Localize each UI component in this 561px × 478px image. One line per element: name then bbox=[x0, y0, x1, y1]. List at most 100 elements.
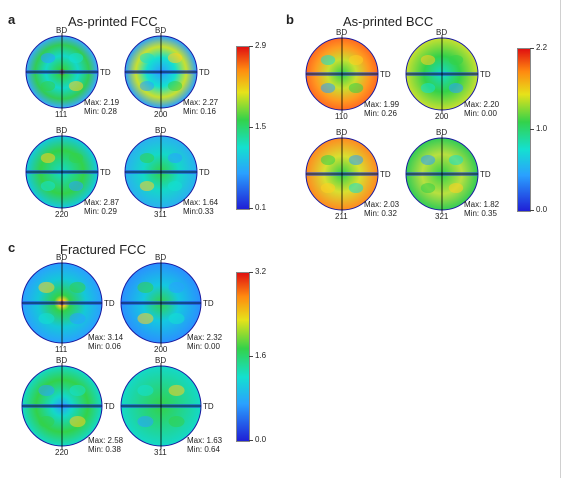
min-value: Min: 0.28 bbox=[84, 107, 117, 116]
texture-lobe bbox=[320, 54, 336, 66]
min-value: Min:0.33 bbox=[183, 207, 214, 216]
min-value: Min: 0.16 bbox=[183, 107, 216, 116]
texture-lobe bbox=[38, 281, 55, 294]
colorbar-tick bbox=[249, 46, 253, 47]
texture-lobe bbox=[40, 180, 56, 192]
colorbar-tick bbox=[530, 210, 534, 211]
colorbar-tick bbox=[530, 129, 534, 130]
bd-label: BD bbox=[56, 356, 68, 365]
pole-family-label: 321 bbox=[435, 212, 449, 221]
texture-lobe bbox=[40, 80, 56, 92]
texture-lobe bbox=[420, 154, 436, 166]
bd-label: BD bbox=[56, 26, 68, 35]
texture-lobe bbox=[139, 152, 155, 164]
bd-label: BD bbox=[336, 28, 348, 37]
texture-lobe bbox=[448, 54, 464, 66]
texture-lobe bbox=[68, 180, 84, 192]
texture-lobe bbox=[69, 384, 86, 397]
texture-lobe bbox=[137, 384, 154, 397]
texture-lobe bbox=[40, 52, 56, 64]
bd-label: BD bbox=[155, 126, 167, 135]
panel-title: Fractured FCC bbox=[60, 242, 146, 257]
pole-figure-200 bbox=[121, 32, 201, 117]
td-label: TD bbox=[104, 402, 115, 411]
texture-lobe bbox=[348, 182, 364, 194]
pole-family-label: 110 bbox=[335, 112, 348, 121]
pole-figure-220 bbox=[18, 362, 106, 455]
pole-figure-311 bbox=[121, 132, 201, 217]
texture-lobe bbox=[420, 82, 436, 94]
colorbar-tick bbox=[530, 48, 534, 49]
max-value: Max: 2.03 bbox=[364, 200, 400, 209]
panel-letter: b bbox=[286, 12, 294, 27]
bd-label: BD bbox=[56, 253, 68, 262]
max-value: Max: 2.32 bbox=[187, 333, 223, 342]
texture-lobe bbox=[168, 415, 185, 428]
texture-lobe bbox=[320, 82, 336, 94]
colorbar-tick bbox=[249, 272, 253, 273]
texture-lobe bbox=[320, 182, 336, 194]
texture-lobe bbox=[69, 415, 86, 428]
pole-figure-211 bbox=[302, 134, 382, 219]
max-value: Max: 1.64 bbox=[183, 198, 219, 207]
pole-family-label: 311 bbox=[154, 210, 167, 219]
max-value: Max: 3.14 bbox=[88, 333, 124, 342]
colorbar-tick bbox=[249, 208, 253, 209]
pole-family-label: 111 bbox=[55, 110, 68, 119]
bd-label: BD bbox=[436, 28, 448, 37]
texture-lobe bbox=[320, 154, 336, 166]
pole-family-label: 311 bbox=[154, 448, 167, 457]
pole-family-label: 200 bbox=[154, 345, 168, 354]
max-value: Max: 2.19 bbox=[84, 98, 120, 107]
texture-lobe bbox=[38, 384, 55, 397]
texture-lobe bbox=[448, 182, 464, 194]
texture-lobe bbox=[448, 82, 464, 94]
pole-figure-321 bbox=[402, 134, 482, 219]
pole-figure-220 bbox=[22, 132, 102, 217]
texture-lobe bbox=[40, 152, 56, 164]
texture-lobe bbox=[168, 281, 185, 294]
max-value: Max: 2.87 bbox=[84, 198, 120, 207]
min-value: Min: 0.06 bbox=[88, 342, 121, 351]
td-label: TD bbox=[100, 68, 111, 77]
texture-lobe bbox=[139, 52, 155, 64]
pole-family-label: 200 bbox=[435, 112, 449, 121]
colorbar-tick-label: 2.2 bbox=[536, 43, 548, 52]
td-label: TD bbox=[100, 168, 111, 177]
bd-label: BD bbox=[336, 128, 348, 137]
texture-lobe bbox=[168, 312, 185, 325]
min-value: Min: 0.64 bbox=[187, 445, 220, 454]
texture-lobe bbox=[448, 154, 464, 166]
texture-lobe bbox=[68, 152, 84, 164]
max-value: Max: 1.63 bbox=[187, 436, 223, 445]
pole-figure-200 bbox=[402, 34, 482, 119]
colorbar-tick bbox=[249, 356, 253, 357]
bd-label: BD bbox=[155, 253, 167, 262]
pole-figure-110 bbox=[302, 34, 382, 119]
texture-lobe bbox=[167, 80, 183, 92]
texture-lobe bbox=[167, 152, 183, 164]
texture-lobe bbox=[139, 80, 155, 92]
colorbar-tick-label: 1.0 bbox=[536, 124, 548, 133]
texture-lobe bbox=[348, 82, 364, 94]
texture-lobe bbox=[137, 415, 154, 428]
texture-lobe bbox=[69, 281, 86, 294]
texture-lobe bbox=[168, 384, 185, 397]
texture-lobe bbox=[420, 182, 436, 194]
min-value: Min: 0.00 bbox=[187, 342, 220, 351]
td-label: TD bbox=[480, 70, 491, 79]
min-value: Min: 0.29 bbox=[84, 207, 117, 216]
td-label: TD bbox=[199, 68, 210, 77]
colorbar bbox=[236, 46, 250, 210]
colorbar-tick bbox=[249, 440, 253, 441]
td-label: TD bbox=[203, 402, 214, 411]
colorbar-tick-label: 0.0 bbox=[255, 435, 267, 444]
pole-family-label: 220 bbox=[55, 210, 69, 219]
texture-lobe bbox=[69, 312, 86, 325]
td-label: TD bbox=[199, 168, 210, 177]
td-label: TD bbox=[380, 170, 391, 179]
max-value: Max: 1.99 bbox=[364, 100, 400, 109]
colorbar-tick-label: 1.6 bbox=[255, 351, 267, 360]
pole-family-label: 111 bbox=[55, 345, 68, 354]
td-label: TD bbox=[203, 299, 214, 308]
